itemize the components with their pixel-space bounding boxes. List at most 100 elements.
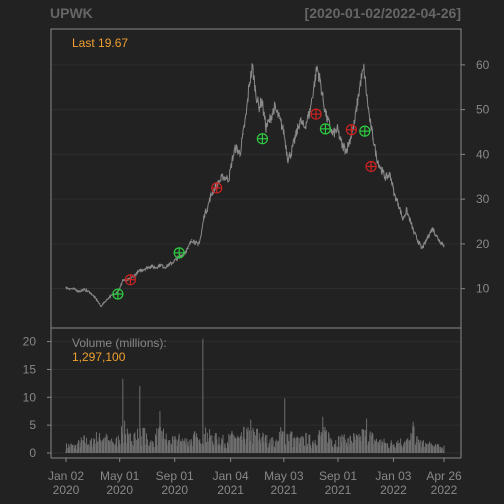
volume-last-value: 1,297,100 [72, 350, 126, 364]
price-point [441, 242, 443, 244]
price-point [73, 288, 75, 290]
price-point [389, 173, 391, 176]
price-point [385, 177, 387, 179]
price-point [268, 120, 271, 122]
price-point [350, 135, 352, 138]
price-point [421, 247, 423, 249]
price-point [287, 158, 289, 160]
sell-signal-marker [310, 108, 322, 120]
price-point [239, 152, 241, 155]
x-tick-label-year: 2020 [161, 483, 188, 497]
price-point [197, 245, 199, 247]
price-tick-label: 60 [476, 58, 490, 72]
price-point [194, 241, 196, 243]
price-point [218, 181, 220, 183]
volume-tick-label: 0 [29, 446, 36, 460]
price-point [231, 158, 234, 160]
price-point [141, 269, 143, 271]
price-point [303, 126, 306, 129]
price-point [78, 290, 81, 292]
price-point [413, 232, 415, 234]
price-point [145, 267, 148, 269]
volume-bars [65, 338, 445, 453]
buy-signal-marker [173, 247, 185, 259]
price-point [319, 79, 321, 82]
x-tick-label-date: Jan 03 [375, 469, 411, 483]
axes [47, 28, 465, 462]
price-point [438, 238, 440, 241]
grid-lines [51, 64, 461, 454]
price-point [100, 305, 102, 308]
price-point [360, 79, 362, 82]
x-tick-label-year: 2022 [431, 483, 458, 497]
price-point [65, 287, 67, 289]
price-point [322, 100, 324, 102]
price-point [278, 117, 280, 120]
price-point [432, 227, 434, 229]
x-tick-label-date: Jan 02 [48, 469, 84, 483]
price-point [435, 234, 437, 236]
chart-date-range: [2020-01-02/2022-04-26] [304, 5, 461, 21]
signal-markers [112, 108, 377, 300]
price-point [255, 91, 257, 93]
price-point [417, 241, 420, 243]
price-point [366, 97, 368, 100]
price-point [97, 300, 99, 302]
price-point [265, 126, 267, 129]
price-point [136, 271, 139, 274]
price-tick-label: 30 [476, 192, 490, 206]
price-point [222, 176, 224, 178]
x-tick-label-year: 2021 [217, 483, 244, 497]
x-tick-label-year: 2021 [325, 483, 352, 497]
price-point [154, 267, 157, 269]
x-tick-label-date: Sep 01 [156, 469, 194, 483]
price-point [313, 86, 315, 88]
price-point [443, 244, 445, 246]
price-point [353, 122, 356, 124]
price-point [234, 147, 237, 149]
sell-signal-marker [124, 274, 137, 286]
price-point [106, 298, 108, 301]
price-point [258, 106, 260, 108]
price-point [290, 151, 293, 153]
price-point [209, 196, 212, 198]
price-point [294, 138, 296, 140]
price-point [363, 68, 365, 70]
volume-tick-label: 15 [23, 362, 37, 376]
price-point [316, 66, 318, 68]
price-point [261, 100, 263, 102]
x-tick-label-date: May 01 [100, 469, 140, 483]
price-point [159, 264, 161, 266]
sell-signal-marker [365, 160, 377, 173]
price-tick-label: 10 [476, 282, 490, 296]
price-point [332, 133, 334, 135]
price-point [94, 296, 96, 298]
x-tick-label-year: 2022 [380, 483, 407, 497]
buy-signal-marker [112, 288, 124, 300]
x-tick-label-year: 2021 [271, 483, 298, 497]
price-point [325, 115, 327, 117]
price-point [299, 120, 301, 122]
price-point [345, 149, 348, 151]
x-tick-label-date: Sep 01 [319, 469, 357, 483]
price-point [372, 138, 374, 140]
price-point [402, 218, 404, 220]
price-point [428, 234, 430, 236]
volume-tick-label: 5 [29, 418, 36, 432]
last-price-label: Last 19.67 [72, 36, 128, 50]
price-point [200, 235, 202, 237]
price-point [169, 263, 171, 266]
price-point [378, 164, 381, 167]
price-point [283, 131, 285, 133]
price-point [309, 111, 311, 113]
price-point [83, 288, 85, 291]
price-panel-frame [50, 28, 462, 329]
buy-signal-marker [256, 133, 268, 145]
price-point [393, 194, 395, 196]
sell-signal-marker [211, 182, 223, 194]
price-point [187, 247, 189, 249]
price-point [357, 100, 359, 102]
price-point [115, 291, 118, 293]
